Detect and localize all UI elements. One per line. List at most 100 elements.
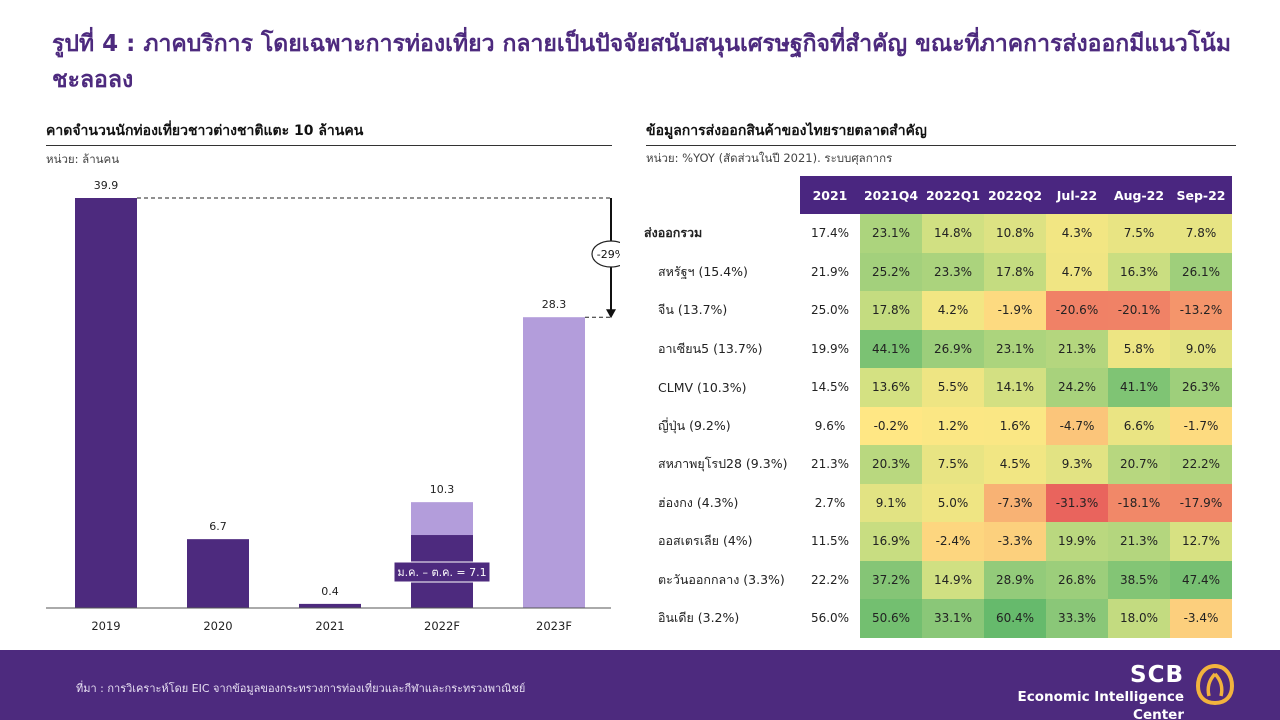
- heat-cell: 14.8%: [922, 214, 984, 253]
- category-label: 2022F: [424, 619, 460, 633]
- heat-cell: 4.5%: [984, 445, 1046, 484]
- value-2021: 2.7%: [814, 495, 846, 510]
- table-row: สหรัฐฯ (15.4%) 21.9% 25.2% 23.3% 17.8% 4.7% 16…: [640, 252, 1232, 291]
- heat-cell: -1.9%: [984, 291, 1046, 330]
- heat-cell: 17.8%: [984, 252, 1046, 291]
- heat-cell: 17.8%: [860, 291, 922, 330]
- heat-cell: 26.1%: [1170, 252, 1232, 291]
- heat-cell: -7.3%: [984, 483, 1046, 522]
- heat-cell: 21.3%: [1046, 329, 1108, 368]
- bar-2023F: [523, 317, 585, 608]
- table-row: อินเดีย (3.2%) 56.0% 50.6% 33.1% 60.4% 33.3% 1…: [640, 599, 1232, 638]
- bar-chart-title: คาดจำนวนนักท่องเที่ยวชาวต่างชาติแตะ 10 ล…: [46, 120, 612, 146]
- heat-cell: 6.6%: [1108, 406, 1170, 445]
- column-header: 2022Q1: [922, 176, 984, 214]
- heat-cell: -13.2%: [1170, 291, 1232, 330]
- value-2021: 22.2%: [810, 572, 850, 587]
- change-badge-label: -29%: [597, 248, 620, 261]
- value-2021: 14.5%: [810, 380, 850, 395]
- heat-cell: 1.2%: [922, 406, 984, 445]
- heat-cell: 33.1%: [922, 599, 984, 638]
- bar-chart-unit: หน่วย: ล้านคน: [46, 152, 120, 166]
- bar-2019: [75, 198, 137, 608]
- heat-cell: 25.2%: [860, 252, 922, 291]
- table-row: ญี่ปุ่น (9.2%) 9.6% -0.2% 1.2% 1.6% -4.7% 6.6%…: [640, 406, 1232, 445]
- heat-cell: -3.3%: [984, 522, 1046, 561]
- page-title: รูปที่ 4 : ภาคบริการ โดยเฉพาะการท่องเที่…: [52, 31, 1232, 93]
- value-2021: 56.0%: [810, 611, 850, 626]
- heat-cell: 20.3%: [860, 445, 922, 484]
- heat-cell: -1.7%: [1170, 406, 1232, 445]
- brand-name: SCB: [1130, 662, 1184, 688]
- heat-cell: 44.1%: [860, 329, 922, 368]
- row-label: อาเซียน5 (13.7%): [658, 340, 763, 356]
- heat-cell: 47.4%: [1170, 560, 1232, 599]
- value-2021: 9.6%: [814, 418, 846, 433]
- bar-2020: [187, 539, 249, 608]
- row-label: สหรัฐฯ (15.4%): [658, 263, 748, 279]
- table-row: สหภาพยุโรป28 (9.3%) 21.3% 20.3% 7.5% 4.5% 9.3…: [640, 445, 1232, 484]
- table-row: อาเซียน5 (13.7%) 19.9% 44.1% 26.9% 23.1% 21.3…: [640, 329, 1232, 368]
- heat-cell: 14.1%: [984, 368, 1046, 407]
- row-label: ญี่ปุ่น (9.2%): [658, 417, 731, 433]
- heat-cell: 5.0%: [922, 483, 984, 522]
- row-label: ตะวันออกกลาง (3.3%): [658, 571, 785, 587]
- heat-cell: -18.1%: [1108, 483, 1170, 522]
- heat-cell: 5.5%: [922, 368, 984, 407]
- footer-bar: ที่มา : การวิเคราะห์โดย EIC จากข้อมูลของ…: [0, 650, 1280, 720]
- heat-cell: 4.7%: [1046, 252, 1108, 291]
- bar-value-label: 6.7: [209, 520, 227, 533]
- column-header: Aug-22: [1108, 176, 1170, 214]
- row-label: ออสเตรเลีย (4%): [658, 533, 753, 549]
- heat-cell: 21.3%: [1108, 522, 1170, 561]
- row-label: อินเดีย (3.2%): [658, 610, 740, 626]
- bar-value-label: 0.4: [321, 585, 339, 598]
- heat-cell: -2.4%: [922, 522, 984, 561]
- heat-cell: 18.0%: [1108, 599, 1170, 638]
- heat-cell: 4.3%: [1046, 214, 1108, 253]
- heat-cell: 26.3%: [1170, 368, 1232, 407]
- heat-cell: 22.2%: [1170, 445, 1232, 484]
- source-note: ที่มา : การวิเคราะห์โดย EIC จากข้อมูลของ…: [76, 682, 526, 695]
- change-arrow-head: [606, 309, 616, 319]
- heat-cell: 9.0%: [1170, 329, 1232, 368]
- category-label: 2021: [315, 619, 344, 633]
- change-badge: [591, 240, 620, 268]
- row-label: ฮ่องกง (4.3%): [658, 494, 739, 510]
- heat-cell: 24.2%: [1046, 368, 1108, 407]
- heat-cell: 16.9%: [860, 522, 922, 561]
- table-row: ฮ่องกง (4.3%) 2.7% 9.1% 5.0% -7.3% -31.3% -18.…: [640, 483, 1232, 522]
- row-label: ส่งออกรวม: [644, 225, 703, 241]
- heat-cell: 60.4%: [984, 599, 1046, 638]
- heat-cell: 12.7%: [1170, 522, 1232, 561]
- heat-cell: 33.3%: [1046, 599, 1108, 638]
- heat-cell: 23.1%: [860, 214, 922, 253]
- category-label: 2020: [203, 619, 232, 633]
- heat-cell: 50.6%: [860, 599, 922, 638]
- bar-2021: [299, 603, 361, 608]
- category-label: 2023F: [536, 619, 572, 633]
- value-2021: 11.5%: [810, 534, 850, 549]
- row-label: สหภาพยุโรป28 (9.3%): [658, 456, 788, 472]
- category-label: 2019: [91, 619, 120, 633]
- column-header: Jul-22: [1046, 176, 1108, 214]
- bar-value-label: 39.9: [94, 179, 119, 192]
- heat-cell: 13.6%: [860, 368, 922, 407]
- heatmap-body: ส่งออกรวม 17.4% 23.1% 14.8% 10.8% 4.3% 7.5% 7.8…: [640, 214, 1232, 638]
- value-2021: 21.3%: [810, 457, 850, 472]
- heat-cell: 23.3%: [922, 252, 984, 291]
- value-2021: 25.0%: [810, 303, 850, 318]
- bar-value-label: 10.3: [430, 483, 455, 496]
- heat-cell: 10.8%: [984, 214, 1046, 253]
- column-header: 2021: [800, 176, 860, 214]
- value-2021: 17.4%: [810, 226, 850, 241]
- export-table-title: ข้อมูลการส่งออกสินค้าของไทยรายตลาดสำคัญ: [646, 120, 1236, 146]
- heat-cell: 1.6%: [984, 406, 1046, 445]
- heat-cell: 19.9%: [1046, 522, 1108, 561]
- heat-cell: 23.1%: [984, 329, 1046, 368]
- heat-cell: 5.8%: [1108, 329, 1170, 368]
- bar-value-label: 28.3: [542, 298, 567, 311]
- value-2021: 21.9%: [810, 264, 850, 279]
- heat-cell: 38.5%: [1108, 560, 1170, 599]
- heat-cell: 26.9%: [922, 329, 984, 368]
